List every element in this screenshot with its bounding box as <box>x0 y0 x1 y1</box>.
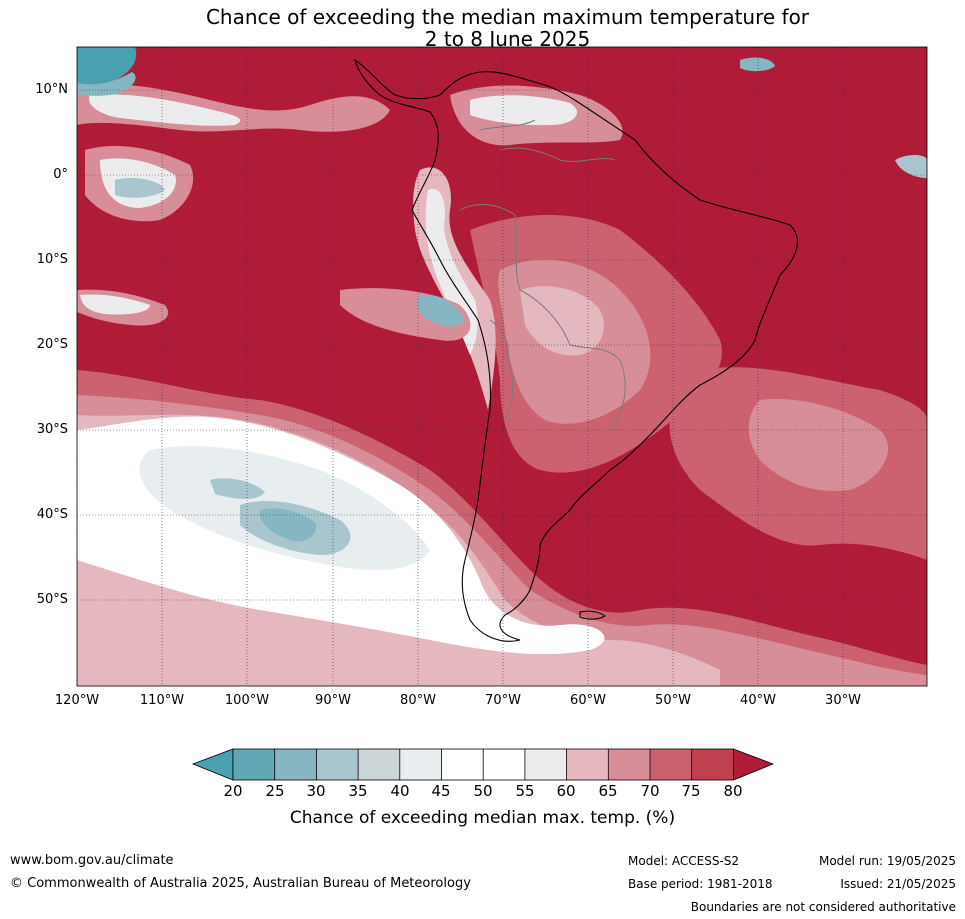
colorbar-tick: 45 <box>431 782 451 800</box>
colorbar-tick: 30 <box>306 782 326 800</box>
colorbar-tick: 50 <box>473 782 493 800</box>
lat-label: 50°S <box>36 592 68 607</box>
colorbar-tick: 25 <box>265 782 285 800</box>
field-atl-blue <box>740 57 775 72</box>
map-title-line1: Chance of exceeding the median maximum t… <box>205 5 810 29</box>
copyright-text: © Commonwealth of Australia 2025, Austra… <box>10 876 471 891</box>
lon-label: 100°W <box>224 693 270 708</box>
colorbar-tick: 55 <box>515 782 535 800</box>
colorbar-bin <box>691 749 734 780</box>
colorbar-bin <box>441 749 484 780</box>
disclaimer-text: Boundaries are not considered authoritat… <box>690 900 956 914</box>
lon-label: 60°W <box>570 693 606 708</box>
colorbar-bin <box>524 749 567 780</box>
website-link[interactable]: www.bom.gov.au/climate <box>10 853 174 868</box>
lon-label: 80°W <box>400 693 436 708</box>
lat-label: 30°S <box>36 422 68 437</box>
field-northwest-blue <box>77 47 137 86</box>
field-nbrazil-white <box>470 95 578 126</box>
colorbar-bin <box>399 749 442 780</box>
country-borders <box>459 119 626 431</box>
graticule <box>77 47 927 686</box>
lon-label: 30°W <box>825 693 861 708</box>
colorbar-bin <box>608 749 650 780</box>
field-eqpac-blue <box>115 178 165 198</box>
lat-label: 10°S <box>36 252 68 267</box>
field-northwest-lightblue <box>77 72 136 96</box>
field-interior-lighter <box>520 286 604 356</box>
colorbar <box>191 748 775 781</box>
colorbar-tick: 35 <box>348 782 368 800</box>
colorbar-tick: 70 <box>640 782 660 800</box>
falklands-outline <box>579 610 606 620</box>
colorbar-bin <box>233 749 275 780</box>
lon-label: 90°W <box>315 693 351 708</box>
field-east-pale-2 <box>748 399 889 491</box>
model-run-text: Model run: 19/05/2025 <box>818 854 956 868</box>
field-south-blue-2 <box>259 508 316 542</box>
issued-text: Issued: 21/05/2025 <box>840 877 956 891</box>
lon-label: 40°W <box>740 693 776 708</box>
colorbar-bin <box>566 749 609 780</box>
lat-label: 20°S <box>36 337 68 352</box>
lon-label: 50°W <box>655 693 691 708</box>
colorbar-bin <box>358 749 400 780</box>
colorbar-tick: 20 <box>223 782 243 800</box>
lat-label: 10°N <box>35 82 68 97</box>
lon-label: 110°W <box>139 693 185 708</box>
map-frame <box>76 46 928 687</box>
colorbar-tick: 60 <box>556 782 576 800</box>
field-pac-strip-white <box>80 294 150 315</box>
colorbar-bin <box>316 749 359 780</box>
colorbar-low-arrow <box>191 748 234 781</box>
lon-label: 70°W <box>485 693 521 708</box>
colorbar-bin <box>483 749 525 780</box>
field-south-blue-3 <box>210 478 265 499</box>
model-text: Model: ACCESS-S2 <box>628 854 740 868</box>
probability-map <box>76 46 928 687</box>
field-peru-blue <box>416 294 465 327</box>
colorbar-tick: 65 <box>598 782 618 800</box>
map-title-line2: 2 to 8 June 2025 <box>424 27 591 51</box>
colorbar-high-arrow <box>733 748 775 781</box>
colorbar-tick: 40 <box>390 782 410 800</box>
colorbar-label: Chance of exceeding median max. temp. (%… <box>289 808 676 828</box>
colorbar-tick: 75 <box>681 782 701 800</box>
base-period-text: Base period: 1981-2018 <box>628 877 773 891</box>
lon-label: 120°W <box>54 693 100 708</box>
field-eqatl-blue <box>895 155 927 178</box>
colorbar-bin <box>274 749 317 780</box>
lat-label: 40°S <box>36 507 68 522</box>
colorbar-bin <box>650 749 692 780</box>
lat-label: 0° <box>53 167 68 182</box>
colorbar-tick: 80 <box>723 782 743 800</box>
field-north-white <box>89 94 241 126</box>
